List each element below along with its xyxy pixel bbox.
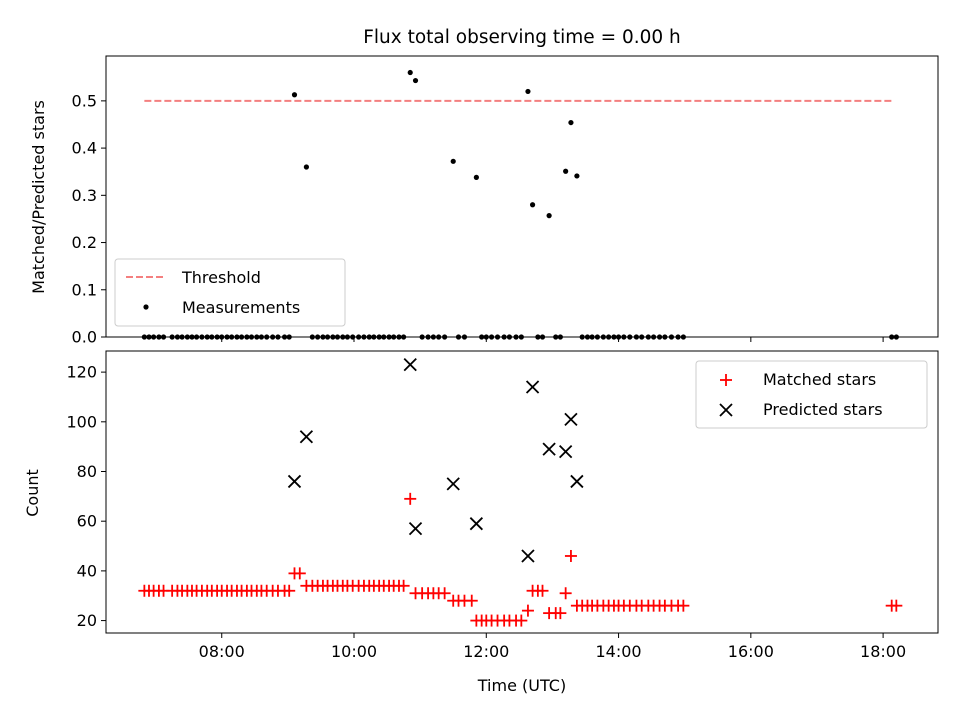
matched-stars-point (564, 549, 577, 562)
matched-stars-point (554, 607, 567, 620)
matched-stars-point (890, 599, 903, 612)
bottom-legend: Matched stars Predicted stars (695, 360, 928, 429)
top-panel: Flux total observing time = 0.00 h 0.00.… (29, 27, 939, 347)
predicted-stars-point (446, 477, 460, 491)
bottom-xtick-label: 12:00 (463, 642, 509, 661)
matched-stars-point (465, 594, 478, 607)
bottom-xtick-label: 14:00 (596, 642, 642, 661)
top-legend-box (114, 258, 346, 327)
top-ylabel: Matched/Predicted stars (29, 100, 48, 294)
measurement-point (450, 158, 456, 164)
bottom-xtick-label: 10:00 (331, 642, 377, 661)
measurement-point (303, 164, 309, 170)
legend-matched-marker (720, 374, 732, 386)
top-legend: Threshold Measurements (114, 258, 346, 327)
legend-measurements-marker (143, 304, 149, 310)
measurement-point (525, 88, 531, 95)
bottom-ytick-label: 100 (66, 412, 97, 431)
legend-measurements-label: Measurements (182, 298, 300, 317)
predicted-stars-point (564, 412, 578, 426)
top-ticks: 0.0 0.1 0.2 0.3 0.4 0.5 (72, 91, 884, 347)
bottom-ytick-label: 20 (77, 611, 97, 630)
predicted-stars-point (525, 380, 540, 394)
measurement-point (412, 77, 419, 84)
predicted-stars-point (542, 442, 556, 456)
top-axes-frame (105, 55, 939, 338)
matched-stars-point (521, 604, 534, 617)
legend-predicted-marker (719, 403, 733, 417)
legend-threshold-label: Threshold (181, 268, 261, 287)
measurement-point (546, 213, 552, 219)
top-ytick-label: 0.5 (72, 91, 97, 110)
bottom-xtick-label: 16:00 (728, 642, 774, 661)
matched-stars-point (283, 584, 296, 597)
top-ytick-label: 0.0 (72, 328, 97, 347)
measurement-point (574, 173, 580, 179)
predicted-stars-point (299, 430, 314, 444)
bottom-ytick-label: 120 (66, 363, 97, 382)
bottom-marks (138, 358, 903, 627)
measurement-point (291, 92, 298, 98)
measurement-point (563, 168, 569, 174)
matched-stars-point (397, 579, 410, 592)
top-ytick-label: 0.1 (72, 280, 97, 299)
matched-stars-point (404, 492, 417, 505)
top-ytick-label: 0.3 (72, 186, 97, 205)
predicted-stars-point (521, 549, 535, 563)
bottom-ytick-label: 80 (77, 462, 97, 481)
bottom-panel: 20 40 60 80 100 120 08:00 10:00 12:00 14:00 16:00 1… (23, 350, 939, 695)
bottom-legend-box (695, 360, 928, 429)
measurement-point (473, 174, 479, 180)
predicted-stars-point (403, 358, 417, 372)
bottom-axes-frame (105, 350, 939, 634)
matched-stars-point (293, 567, 306, 580)
predicted-stars-point (570, 474, 584, 489)
bottom-xtick-label: 18:00 (860, 642, 906, 661)
matched-stars-point (559, 587, 572, 600)
legend-matched-label: Matched stars (763, 370, 876, 389)
bottom-ylabel: Count (23, 469, 42, 517)
measurement-point (568, 119, 574, 126)
top-ytick-label: 0.2 (72, 233, 97, 252)
matched-stars-point (438, 587, 451, 600)
bottom-ticks: 20 40 60 80 100 120 08:00 10:00 12:00 14:00 16:00 1… (66, 363, 906, 661)
top-ytick-label: 0.4 (72, 139, 97, 158)
predicted-stars-point (469, 517, 484, 531)
matched-stars-point (515, 614, 528, 627)
bottom-xlabel: Time (UTC) (477, 676, 566, 695)
legend-predicted-label: Predicted stars (763, 400, 883, 419)
top-panel-title: Flux total observing time = 0.00 h (363, 27, 681, 48)
bottom-ytick-label: 40 (77, 561, 97, 580)
predicted-stars-point (287, 474, 302, 489)
predicted-stars-point (559, 444, 573, 459)
measurement-point (407, 69, 413, 76)
measurement-point (529, 202, 536, 208)
bottom-xtick-label: 08:00 (199, 642, 245, 661)
bottom-ytick-label: 60 (77, 512, 97, 531)
predicted-stars-point (408, 522, 423, 536)
matched-stars-point (536, 584, 549, 597)
matched-stars-point (677, 599, 690, 612)
